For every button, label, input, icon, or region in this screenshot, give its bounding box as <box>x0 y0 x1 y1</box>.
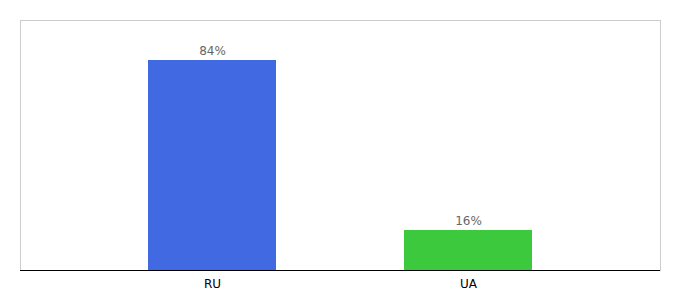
svg-text:RU: RU <box>204 277 221 291</box>
svg-text:UA: UA <box>460 277 478 291</box>
svg-text:16%: 16% <box>455 214 482 228</box>
svg-text:84%: 84% <box>199 44 226 58</box>
